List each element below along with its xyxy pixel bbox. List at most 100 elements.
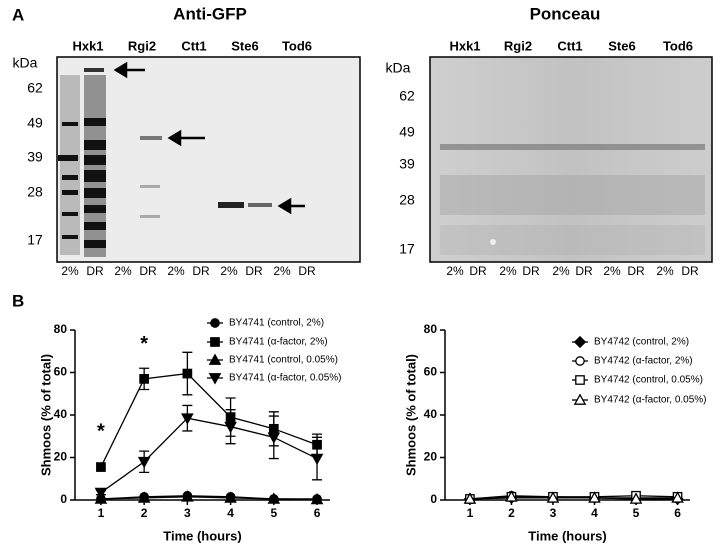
marker (94, 487, 108, 500)
legend-label: BY4741 (control, 0.05%) (229, 355, 338, 366)
y-tick-label: 20 (424, 450, 438, 464)
blot-membrane (56, 56, 361, 263)
condition-label: DR (86, 264, 104, 278)
x-tick-label: 3 (550, 506, 557, 520)
marker (629, 492, 643, 504)
x-tick-label: 5 (633, 506, 640, 520)
marker (573, 335, 587, 349)
marker (575, 375, 585, 385)
marker (310, 453, 324, 466)
x-tick-label: 2 (508, 506, 515, 520)
marker (267, 492, 281, 504)
series-line (100, 372, 318, 468)
marker-label: 49 (27, 115, 43, 131)
chart: 0 20 40 60 80 1 2 3 4 5 6 Time (hours) Shmoos (% of … (38, 318, 341, 544)
panel-label: B (12, 291, 24, 310)
legend-label: BY4742 (α-factor, 0.05%) (594, 395, 707, 406)
y-tick-label: 80 (54, 322, 68, 336)
marker (224, 421, 237, 434)
condition-label: DR (627, 264, 645, 278)
condition-label: DR (245, 264, 263, 278)
condition-label: 2% (499, 264, 517, 278)
marker-label: 39 (399, 156, 415, 172)
series-line (100, 417, 318, 494)
condition-label: DR (469, 264, 487, 278)
condition-label: 2% (167, 264, 185, 278)
condition-label: DR (298, 264, 316, 278)
condition-label: DR (575, 264, 593, 278)
marker-label: 28 (27, 184, 43, 200)
legend-label: BY4741 (α-factor, 0.05%) (229, 373, 342, 384)
y-tick-label: 80 (424, 322, 438, 336)
condition-label: 2% (656, 264, 674, 278)
x-tick-label: 4 (591, 506, 598, 520)
lane-label: Tod6 (663, 38, 693, 53)
marker-label: 62 (27, 80, 43, 96)
lane-label: Hxk1 (72, 38, 103, 53)
marker (208, 373, 222, 385)
condition-label: 2% (603, 264, 621, 278)
marker (96, 462, 106, 472)
condition-label: DR (192, 264, 210, 278)
x-tick-label: 6 (314, 506, 321, 520)
marker (588, 491, 601, 503)
marker (463, 492, 477, 504)
blot-membrane (429, 56, 713, 263)
condition-label: 2% (273, 264, 291, 278)
condition-label: 2% (446, 264, 464, 278)
marker-label: 49 (399, 124, 415, 140)
marker (671, 491, 684, 503)
panel-label: A (12, 5, 24, 24)
marker (575, 356, 585, 366)
x-tick-label: 5 (270, 506, 277, 520)
lane-label: Ste6 (231, 38, 258, 53)
marker-label: 17 (27, 232, 43, 248)
marker (546, 491, 560, 503)
lane-label: Tod6 (282, 38, 312, 53)
marker (210, 337, 220, 347)
annotation: * (97, 420, 105, 442)
marker-label: 62 (399, 88, 415, 104)
y-axis-label: Shmoos (% of total) (38, 354, 53, 476)
condition-label: DR (522, 264, 540, 278)
marker (505, 490, 518, 502)
y-tick-label: 60 (424, 365, 438, 379)
x-tick-label: 1 (98, 506, 105, 520)
condition-label: DR (139, 264, 157, 278)
marker (181, 413, 194, 425)
series-line (100, 496, 318, 501)
marker (573, 393, 587, 405)
x-tick-label: 3 (184, 506, 191, 520)
condition-label: DR (681, 264, 699, 278)
lane-label: Rgi2 (504, 38, 532, 53)
blot-bands (58, 68, 272, 257)
marker (181, 490, 194, 502)
x-tick-label: 2 (141, 506, 148, 520)
y-tick-label: 0 (60, 492, 67, 506)
legend-label: BY4742 (α-factor, 2%) (594, 356, 693, 367)
condition-label: 2% (552, 264, 570, 278)
lane-label: Ste6 (608, 38, 635, 53)
y-tick-label: 40 (424, 407, 438, 421)
legend-label: BY4742 (control, 2%) (594, 337, 689, 348)
marker (210, 318, 220, 328)
series-line (469, 496, 678, 500)
x-tick-label: 4 (227, 506, 234, 520)
marker (310, 492, 324, 505)
legend-label: BY4741 (control, 2%) (229, 318, 324, 329)
y-tick-label: 0 (430, 492, 437, 506)
annotation: * (140, 333, 148, 355)
marker (137, 456, 151, 469)
x-tick-label: 1 (467, 506, 474, 520)
x-tick-label: 6 (674, 506, 681, 520)
legend-label: BY4741 (α-factor, 2%) (229, 337, 328, 348)
lane-label: Rgi2 (128, 38, 156, 53)
x-axis-label: Time (hours) (528, 528, 607, 543)
blot-bands (440, 144, 705, 255)
marker (208, 353, 222, 365)
y-axis-label: Shmoos (% of total) (403, 354, 418, 476)
marker (139, 374, 150, 384)
chart: 0 20 40 60 80 1 2 3 4 5 6 Time (hours) Shmoos (% of … (403, 322, 706, 543)
lane-label: Ctt1 (557, 38, 582, 53)
